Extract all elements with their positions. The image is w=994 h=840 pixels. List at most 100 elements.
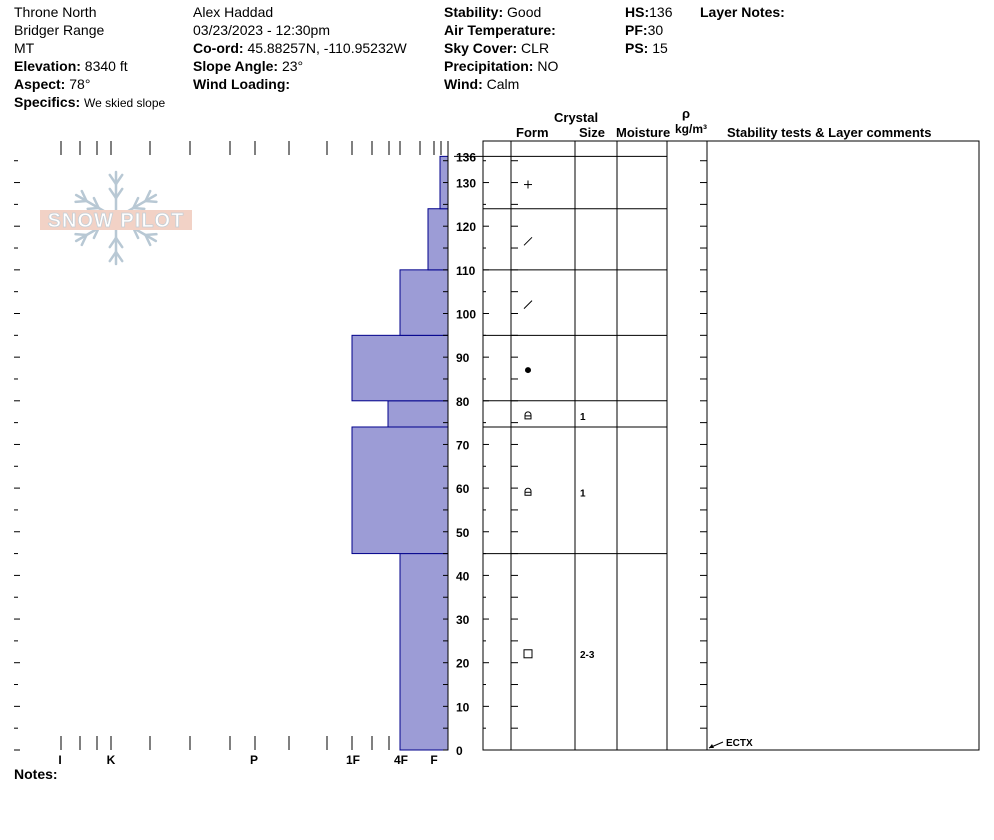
hs-value: 136 bbox=[649, 4, 673, 20]
stability-value: Good bbox=[507, 4, 542, 20]
hs-label: HS: bbox=[625, 4, 650, 20]
square-shape bbox=[523, 649, 533, 659]
precip-label: Precipitation: bbox=[444, 58, 534, 74]
slash bbox=[523, 236, 533, 246]
coord-value: 45.88257N, -110.95232W bbox=[247, 40, 407, 56]
aspect-row: Aspect: 78° bbox=[14, 76, 90, 92]
crystal-size-label: 1 bbox=[580, 488, 586, 499]
flake-branch bbox=[74, 232, 88, 237]
crystal-form-decomposed-icon bbox=[523, 236, 533, 246]
crystal-form-rounding-facet-icon bbox=[524, 487, 532, 496]
flake-branch bbox=[108, 173, 118, 186]
stability-row: Stability: Good bbox=[444, 4, 541, 20]
crystal-size-label: 1 bbox=[580, 412, 586, 423]
table-border bbox=[482, 140, 980, 751]
height-tick-label: 70 bbox=[456, 438, 470, 452]
crystal-header: Crystal bbox=[554, 110, 599, 125]
height-tick-label: 50 bbox=[456, 526, 470, 540]
stability-test-label: ECTX bbox=[726, 738, 753, 749]
hardness-bar bbox=[387, 400, 449, 428]
aspect-value: 78° bbox=[69, 76, 91, 92]
hardness-tick-label: I bbox=[58, 753, 61, 767]
slash bbox=[523, 300, 533, 309]
stability-label: Stability: bbox=[444, 4, 504, 20]
hardness-tick-label: F bbox=[430, 753, 437, 767]
hs-row: HS:136 bbox=[625, 4, 672, 20]
hardness-tick-label: K bbox=[107, 753, 116, 767]
form-header: Form bbox=[516, 125, 549, 140]
notes-label: Notes: bbox=[14, 766, 58, 782]
ps-row: PS: 15 bbox=[625, 40, 668, 56]
slope-row: Slope Angle: 23° bbox=[193, 58, 303, 74]
flake-branch bbox=[74, 199, 88, 204]
observation-datetime: 03/23/2023 - 12:30pm bbox=[193, 22, 330, 38]
hardness-tick-label: P bbox=[250, 753, 258, 767]
hardness-bar bbox=[351, 426, 449, 555]
stability-test-arrowhead bbox=[709, 744, 714, 748]
precip-value: NO bbox=[537, 58, 559, 74]
observer-name: Alex Haddad bbox=[193, 4, 274, 20]
logo-banner bbox=[40, 210, 192, 230]
crystal-size-label: 2-3 bbox=[580, 650, 595, 661]
flake-branch bbox=[144, 199, 158, 204]
hardness-tick-label: 1F bbox=[346, 753, 360, 767]
rounding-facet-shape bbox=[524, 487, 532, 496]
aspect-label: Aspect: bbox=[14, 76, 66, 92]
range-name: Bridger Range bbox=[14, 22, 105, 38]
flake-branch bbox=[80, 189, 88, 203]
height-tick-label: 10 bbox=[456, 700, 470, 714]
flake-branch bbox=[80, 233, 88, 247]
density-unit-header: kg/m³ bbox=[675, 122, 708, 136]
pf-row: PF:30 bbox=[625, 22, 663, 38]
crystal-form-rounding-facet-icon bbox=[524, 411, 532, 420]
specifics-row: Specifics: We skied slope bbox=[14, 94, 165, 111]
flake-branch bbox=[144, 232, 158, 237]
wind-label: Wind: bbox=[444, 76, 483, 92]
elevation-label: Elevation: bbox=[14, 58, 81, 74]
flake-branch bbox=[132, 196, 140, 210]
wind-row: Wind: Calm bbox=[444, 76, 519, 92]
specifics-value: We skied slope bbox=[84, 96, 166, 110]
slope-label: Slope Angle: bbox=[193, 58, 279, 74]
coord-label: Co-ord: bbox=[193, 40, 244, 56]
crystal-form-decomposed-icon bbox=[523, 300, 533, 309]
flake-branch bbox=[86, 206, 100, 211]
height-tick-label: 100 bbox=[456, 308, 476, 322]
hardness-layers bbox=[351, 155, 449, 751]
height-tick-label: 120 bbox=[456, 220, 476, 234]
ps-value: 15 bbox=[652, 40, 668, 56]
height-tick-label: 0 bbox=[456, 744, 463, 758]
flake-branch bbox=[114, 173, 124, 186]
air-temp-label: Air Temperature: bbox=[444, 22, 556, 38]
moisture-header: Moisture bbox=[616, 125, 671, 140]
height-tick-label: 60 bbox=[456, 482, 470, 496]
height-tick-label: 136 bbox=[456, 150, 476, 164]
precip-row: Precipitation: NO bbox=[444, 58, 558, 74]
height-tick-label: 80 bbox=[456, 395, 470, 409]
hardness-bar bbox=[399, 269, 449, 336]
flake-branch bbox=[108, 250, 118, 263]
hardness-bar bbox=[399, 553, 449, 751]
pf-label: PF: bbox=[625, 22, 648, 38]
crystal-form-rounded-icon bbox=[525, 367, 531, 374]
wind-loading-label: Wind Loading: bbox=[193, 76, 291, 92]
dot bbox=[525, 367, 531, 374]
flake-branch bbox=[114, 236, 124, 249]
logo-text: SNOW PILOT bbox=[48, 210, 185, 232]
hardness-plot: I K P 1F 4F F bbox=[14, 141, 442, 767]
layer-notes-label: Layer Notes: bbox=[700, 4, 785, 20]
hardness-bar bbox=[427, 208, 449, 271]
height-tick-label: 30 bbox=[456, 613, 470, 627]
ps-label: PS: bbox=[625, 40, 649, 56]
flake-branch bbox=[114, 187, 124, 200]
crystal-form-new-snow-icon bbox=[524, 180, 532, 189]
state-name: MT bbox=[14, 40, 35, 56]
sky-value: CLR bbox=[521, 40, 550, 56]
height-tick-label: 40 bbox=[456, 569, 470, 583]
elevation-row: Elevation: 8340 ft bbox=[14, 58, 128, 74]
snowpilot-logo: SNOW PILOT bbox=[40, 170, 192, 266]
layer-table: 2-3 1 1 ECTX bbox=[482, 140, 980, 751]
rounding-facet-shape bbox=[524, 411, 532, 420]
